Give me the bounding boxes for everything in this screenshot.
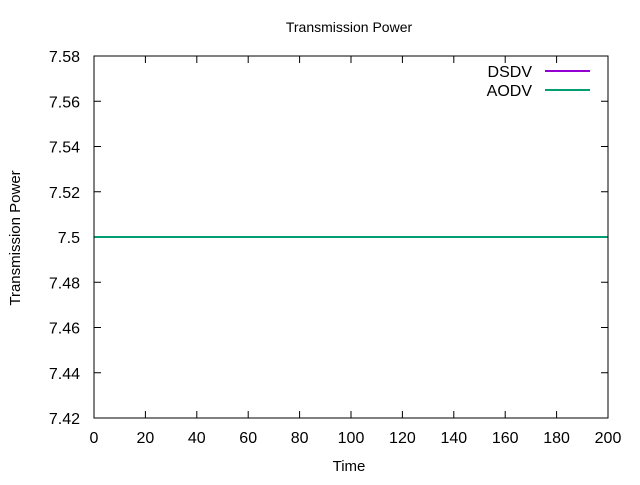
- x-tick-label: 120: [389, 430, 416, 447]
- chart-title: Transmission Power: [286, 19, 413, 35]
- x-tick-label: 160: [492, 430, 519, 447]
- x-tick-label: 100: [338, 430, 365, 447]
- y-tick-label: 7.48: [49, 275, 80, 292]
- y-tick-label: 7.56: [49, 94, 80, 111]
- legend-label-dsdv: DSDV: [488, 64, 533, 81]
- y-tick-label: 7.46: [49, 321, 80, 338]
- x-axis-label: Time: [333, 458, 366, 475]
- x-tick-label: 180: [543, 430, 570, 447]
- x-tick-label: 40: [188, 430, 206, 447]
- y-tick-label: 7.42: [49, 411, 80, 428]
- y-tick-label: 7.54: [49, 140, 80, 157]
- y-tick-label: 7.5: [58, 230, 80, 247]
- x-tick-label: 80: [291, 430, 309, 447]
- x-tick-label: 140: [440, 430, 467, 447]
- x-tick-label: 200: [595, 430, 622, 447]
- y-axis-label: Transmission Power: [7, 170, 24, 305]
- x-tick-label: 60: [239, 430, 257, 447]
- y-tick-label: 7.44: [49, 366, 80, 383]
- y-tick-label: 7.52: [49, 185, 80, 202]
- ticks-group: 0 20 40 60 80 100 120 140 160 180 200 7.42 7.44 7.46 7…: [49, 49, 622, 447]
- x-tick-label: 0: [90, 430, 99, 447]
- x-tick-label: 20: [137, 430, 155, 447]
- legend: DSDV AODV: [487, 64, 590, 100]
- plot-frame: [93, 55, 609, 419]
- y-tick-label: 7.58: [49, 49, 80, 66]
- legend-label-aodv: AODV: [487, 83, 533, 100]
